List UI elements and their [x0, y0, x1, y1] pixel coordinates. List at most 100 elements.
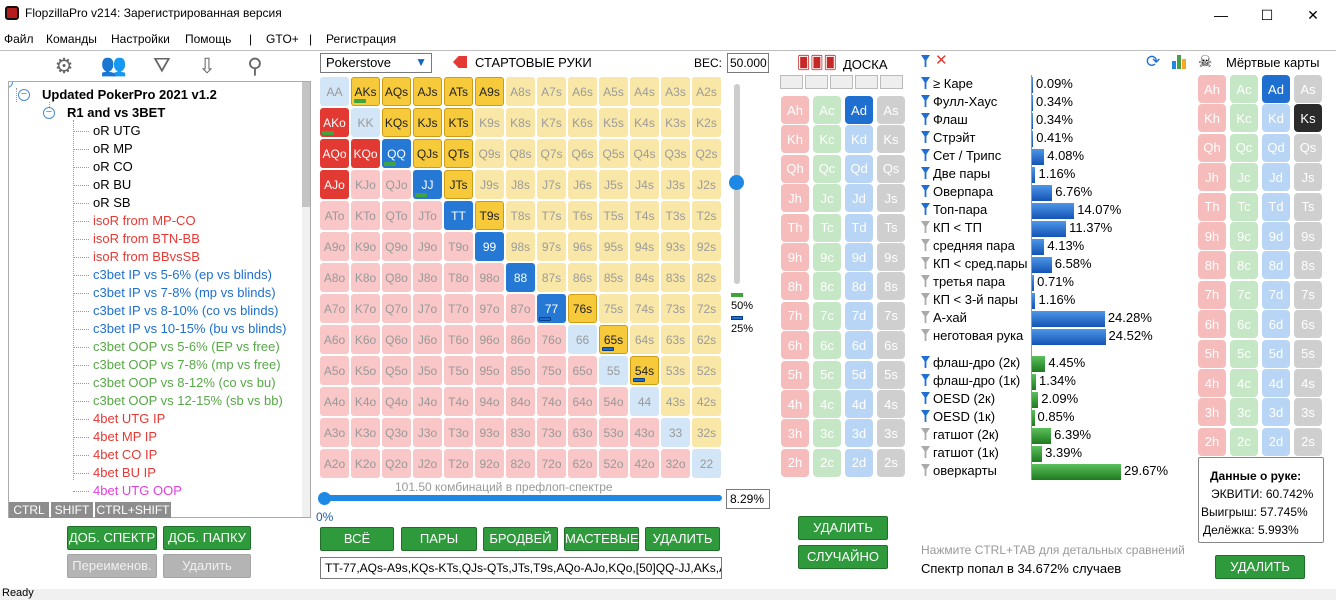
filter-icon[interactable] [921, 374, 930, 386]
range-text-field[interactable]: TT-77,AQs-A9s,KQs-KTs,QJs-QTs,JTs,T9s,AQ… [320, 557, 722, 579]
tree-item[interactable]: c3bet IP vs 5-6% (ep vs blinds) [93, 267, 272, 282]
hand-cell[interactable]: Q9o [382, 232, 411, 261]
filter-icon[interactable] [921, 428, 930, 440]
hand-cell[interactable]: J2s [692, 170, 721, 199]
card-Kd[interactable]: Kd [845, 125, 873, 154]
hand-cell[interactable]: T7s [537, 201, 566, 230]
hand-cell[interactable]: J6o [413, 325, 442, 354]
card-Jh[interactable]: Jh [781, 184, 809, 213]
menu-gto[interactable]: GTO+ [266, 32, 299, 46]
hand-cell[interactable]: J5s [599, 170, 628, 199]
card-Qh[interactable]: Qh [781, 154, 809, 183]
hand-cell[interactable]: JJ [413, 170, 442, 199]
tree-item[interactable]: oR CO [93, 159, 133, 174]
hand-cell[interactable]: T9s [475, 201, 504, 230]
dead-delete-button[interactable]: УДАЛИТЬ [1215, 555, 1305, 579]
filter-icon[interactable] [921, 167, 930, 179]
filter-icon[interactable] [921, 464, 930, 476]
hand-cell[interactable]: 65s [599, 325, 628, 354]
hand-cell[interactable]: 73o [537, 418, 566, 447]
card-8s[interactable]: 8s [877, 272, 905, 301]
stat-label[interactable]: Сет / Трипс [921, 148, 1001, 163]
hand-cell[interactable]: K7o [351, 294, 380, 323]
hand-cell[interactable]: JTs [444, 170, 473, 199]
filter-icon[interactable] [921, 329, 930, 341]
card-7s[interactable]: 7s [877, 301, 905, 330]
hand-cell[interactable]: 63s [661, 325, 690, 354]
menu-help[interactable]: Помощь [185, 32, 232, 46]
collapse-icon[interactable]: − [18, 89, 30, 101]
card-Ts[interactable]: Ts [877, 213, 905, 242]
menu-settings[interactable]: Настройки [111, 32, 170, 46]
card-5c[interactable]: 5c [1230, 339, 1258, 368]
card-Qd[interactable]: Qd [1262, 133, 1290, 162]
filter-icon[interactable] [921, 293, 930, 305]
hand-cell[interactable]: A8o [320, 263, 349, 292]
hand-cell[interactable]: K9o [351, 232, 380, 261]
card-As[interactable]: As [877, 96, 905, 124]
hand-cell[interactable]: K9s [475, 108, 504, 137]
card-3h[interactable]: 3h [1198, 398, 1226, 427]
hand-cell[interactable]: 62o [568, 449, 597, 478]
card-3c[interactable]: 3c [813, 419, 841, 448]
card-7h[interactable]: 7h [1198, 280, 1226, 309]
maximize-button[interactable]: ☐ [1260, 6, 1274, 23]
card-3d[interactable]: 3d [1262, 398, 1290, 427]
hand-cell[interactable]: 93s [661, 232, 690, 261]
card-3s[interactable]: 3s [877, 419, 905, 448]
hand-cell[interactable]: Q9s [475, 139, 504, 168]
card-4s[interactable]: 4s [877, 390, 905, 418]
card-6d[interactable]: 6d [1262, 310, 1290, 339]
hand-cell[interactable]: 32s [692, 418, 721, 447]
tree-item[interactable]: c3bet OOP vs 5-6% (EP vs free) [93, 339, 280, 354]
hand-cell[interactable]: 54s [630, 356, 659, 385]
tree-item[interactable]: oR SB [93, 195, 131, 210]
select-all-button[interactable]: ВСЁ [320, 527, 394, 551]
hand-cell[interactable]: 43s [661, 387, 690, 416]
tree-scrollbar[interactable] [302, 82, 310, 517]
hand-cell[interactable]: 75s [599, 294, 628, 323]
filter-icon[interactable] [921, 113, 930, 125]
hand-cell[interactable]: A3o [320, 418, 349, 447]
card-5h[interactable]: 5h [1198, 339, 1226, 368]
card-Kc[interactable]: Kc [1230, 104, 1258, 133]
card-9d[interactable]: 9d [1262, 222, 1290, 250]
board-slot[interactable] [880, 75, 903, 89]
hand-cell[interactable]: A6o [320, 325, 349, 354]
hand-cell[interactable]: 44 [630, 387, 659, 416]
card-Qh[interactable]: Qh [1198, 133, 1226, 162]
hand-cell[interactable]: KJo [351, 170, 380, 199]
card-6c[interactable]: 6c [1230, 310, 1258, 339]
card-Ts[interactable]: Ts [1294, 192, 1322, 221]
card-Qc[interactable]: Qc [1230, 133, 1258, 162]
hand-cell[interactable]: QTo [382, 201, 411, 230]
hand-cell[interactable]: 32o [661, 449, 690, 478]
hand-cell[interactable]: J2o [413, 449, 442, 478]
card-9h[interactable]: 9h [1198, 222, 1226, 250]
card-3h[interactable]: 3h [781, 419, 809, 448]
hand-cell[interactable]: T3s [661, 201, 690, 230]
hand-cell[interactable]: 86o [506, 325, 535, 354]
hand-cell[interactable]: J4o [413, 387, 442, 416]
card-Jd[interactable]: Jd [845, 184, 873, 213]
hand-cell[interactable]: AJo [320, 170, 349, 199]
hand-cell[interactable]: 87s [537, 263, 566, 292]
hand-cell[interactable]: Q7s [537, 139, 566, 168]
card-6s[interactable]: 6s [877, 331, 905, 360]
hand-cell[interactable]: K6s [568, 108, 597, 137]
tree-item[interactable]: isoR from BBvsSB [93, 249, 200, 264]
hand-cell[interactable]: KQs [382, 108, 411, 137]
card-7c[interactable]: 7c [1230, 280, 1258, 309]
card-Kh[interactable]: Kh [1198, 104, 1226, 133]
card-Js[interactable]: Js [877, 184, 905, 213]
hand-cell[interactable]: KJs [413, 108, 442, 137]
card-Tc[interactable]: Tc [813, 213, 841, 242]
tree-item[interactable]: 4bet UTG IP [93, 411, 166, 426]
hand-cell[interactable]: 65o [568, 356, 597, 385]
card-8c[interactable]: 8c [1230, 251, 1258, 280]
hand-cell[interactable]: QJo [382, 170, 411, 199]
hand-cell[interactable]: 82s [692, 263, 721, 292]
hand-cell[interactable]: 22 [692, 449, 721, 478]
hand-cell[interactable]: 92s [692, 232, 721, 261]
hand-cell[interactable]: K8s [506, 108, 535, 137]
